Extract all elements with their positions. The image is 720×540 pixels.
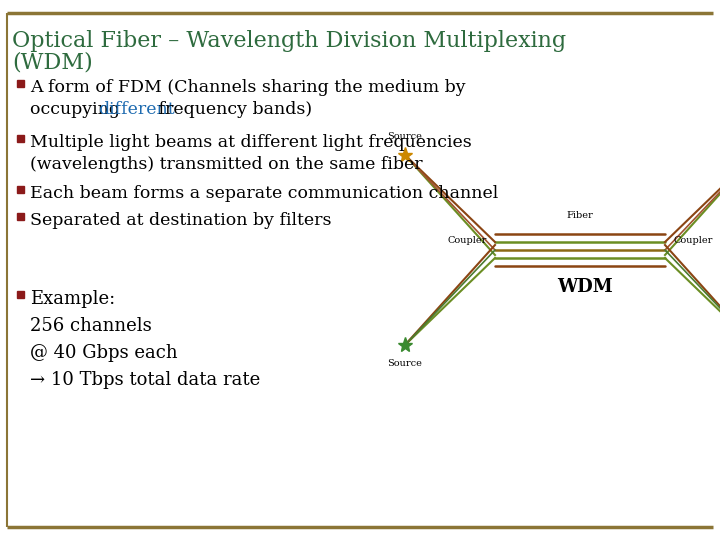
Bar	[17, 291, 24, 298]
Text: → 10 Tbps total data rate: → 10 Tbps total data rate	[30, 371, 260, 389]
Text: Source: Source	[387, 359, 423, 368]
Bar	[17, 186, 24, 192]
Text: Fiber: Fiber	[567, 211, 593, 220]
Text: Source: Source	[387, 132, 423, 141]
Text: different: different	[98, 101, 175, 118]
Bar	[17, 213, 24, 219]
Text: @ 40 Gbps each: @ 40 Gbps each	[30, 344, 178, 362]
Text: WDM: WDM	[557, 278, 613, 296]
Text: Coupler: Coupler	[673, 236, 712, 245]
Text: Each beam forms a separate communication channel: Each beam forms a separate communication…	[30, 185, 498, 202]
Bar	[17, 134, 24, 141]
Text: (wavelengths) transmitted on the same fiber: (wavelengths) transmitted on the same fi…	[30, 156, 423, 173]
Text: occupying: occupying	[30, 101, 125, 118]
Text: (WDM): (WDM)	[12, 52, 93, 74]
Text: Coupler: Coupler	[448, 236, 487, 245]
Text: 256 channels: 256 channels	[30, 317, 152, 335]
Text: frequency bands): frequency bands)	[153, 101, 312, 118]
Text: A form of FDM (Channels sharing the medium by: A form of FDM (Channels sharing the medi…	[30, 79, 466, 96]
Bar	[17, 79, 24, 86]
Text: Separated at destination by filters: Separated at destination by filters	[30, 212, 331, 229]
Text: Optical Fiber – Wavelength Division Multiplexing: Optical Fiber – Wavelength Division Mult…	[12, 30, 566, 52]
Text: Example:: Example:	[30, 290, 115, 308]
Text: Multiple light beams at different light frequencies: Multiple light beams at different light …	[30, 134, 472, 151]
